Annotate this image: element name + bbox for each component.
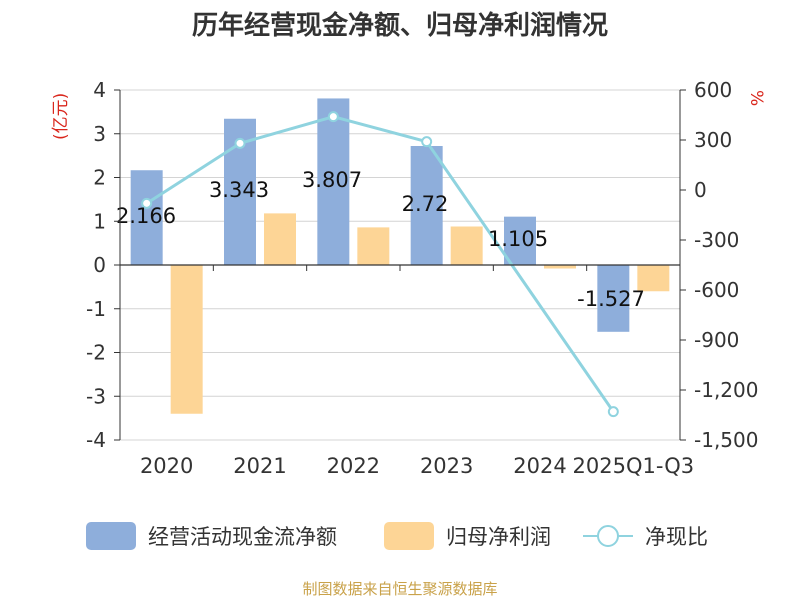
right-tick-label: 300 (694, 128, 732, 152)
cashflow-data-label: -1.527 (577, 287, 645, 311)
category-label: 2022 (327, 454, 380, 478)
cashflow-data-label: 2.72 (402, 192, 449, 216)
left-tick-label: 3 (93, 122, 106, 146)
right-tick-label: -1,200 (694, 378, 758, 402)
cashflow-bar (317, 98, 350, 265)
legend-label-cashflow: 经营活动现金流净额 (148, 525, 337, 549)
left-tick-label: 2 (93, 166, 106, 190)
ratio-point (421, 136, 433, 148)
legend-label-ratio: 净现比 (645, 525, 708, 549)
left-tick-label: -4 (86, 428, 106, 452)
right-tick-label: 600 (694, 78, 732, 102)
left-tick-label: -2 (86, 341, 106, 365)
category-label: 2025Q1-Q3 (573, 454, 695, 478)
cashflow-data-label: 3.807 (302, 168, 362, 192)
legend-swatch-profit (384, 522, 434, 550)
gridlines (120, 89, 680, 441)
right-tick-label: -600 (694, 278, 739, 302)
cashflow-data-label: 3.343 (209, 178, 269, 202)
legend: 经营活动现金流净额 归母净利润 净现比 (0, 518, 800, 554)
cashflow-bar (130, 170, 163, 265)
right-axis-title: % (746, 90, 766, 106)
left-tick-label: 0 (93, 253, 106, 277)
legend-item-profit[interactable]: 归母净利润 (384, 518, 551, 554)
chart-title: 历年经营现金净额、归母净利润情况 (191, 11, 608, 41)
cashflow-bar (504, 216, 536, 265)
left-tick-label: 4 (93, 78, 106, 102)
legend-swatch-ratio (583, 522, 633, 550)
ratio-point (141, 197, 153, 209)
left-tick-label: -1 (86, 297, 106, 321)
ratio-point (234, 137, 246, 149)
legend-swatch-cashflow (86, 522, 136, 550)
cashflow-bar (410, 146, 443, 265)
profit-bar (264, 213, 296, 265)
left-tick-label: -3 (86, 384, 106, 408)
axes: -4 -3 -2 -1 0 1 2 3 4 -1,500 -1,200 -900 -600 -300 0 30… (51, 78, 766, 478)
profit-bar (357, 227, 390, 265)
source-note: 制图数据来自恒生聚源数据库 (302, 580, 498, 598)
profit-bar (450, 226, 483, 265)
profit-bar (170, 265, 203, 414)
right-tick-label: -900 (694, 328, 739, 352)
ratio-point (327, 111, 339, 123)
cashflow-bar (597, 265, 630, 332)
data-labels: 2.166 3.343 3.807 2.72 1.105 -1.527 (116, 168, 645, 311)
category-label: 2021 (233, 454, 286, 478)
right-tick-label: 0 (694, 178, 707, 202)
legend-item-ratio[interactable]: 净现比 (583, 518, 708, 554)
legend-item-cashflow[interactable]: 经营活动现金流净额 (86, 518, 337, 554)
profit-bar (637, 265, 670, 292)
ratio-line (141, 111, 619, 418)
left-axis-title: (亿元) (51, 93, 71, 140)
cashflow-data-label: 2.166 (116, 204, 176, 228)
profit-bar (544, 265, 576, 269)
legend-label-profit: 归母净利润 (446, 525, 551, 549)
category-label: 2023 (420, 454, 473, 478)
category-label: 2020 (140, 454, 193, 478)
category-label: 2024 (513, 454, 566, 478)
bars (130, 98, 670, 414)
left-tick-label: 1 (93, 209, 106, 233)
right-tick-label: -300 (694, 228, 739, 252)
right-tick-label: -1,500 (694, 428, 758, 452)
ratio-point (607, 406, 619, 418)
cashflow-data-label: 1.105 (488, 227, 548, 251)
